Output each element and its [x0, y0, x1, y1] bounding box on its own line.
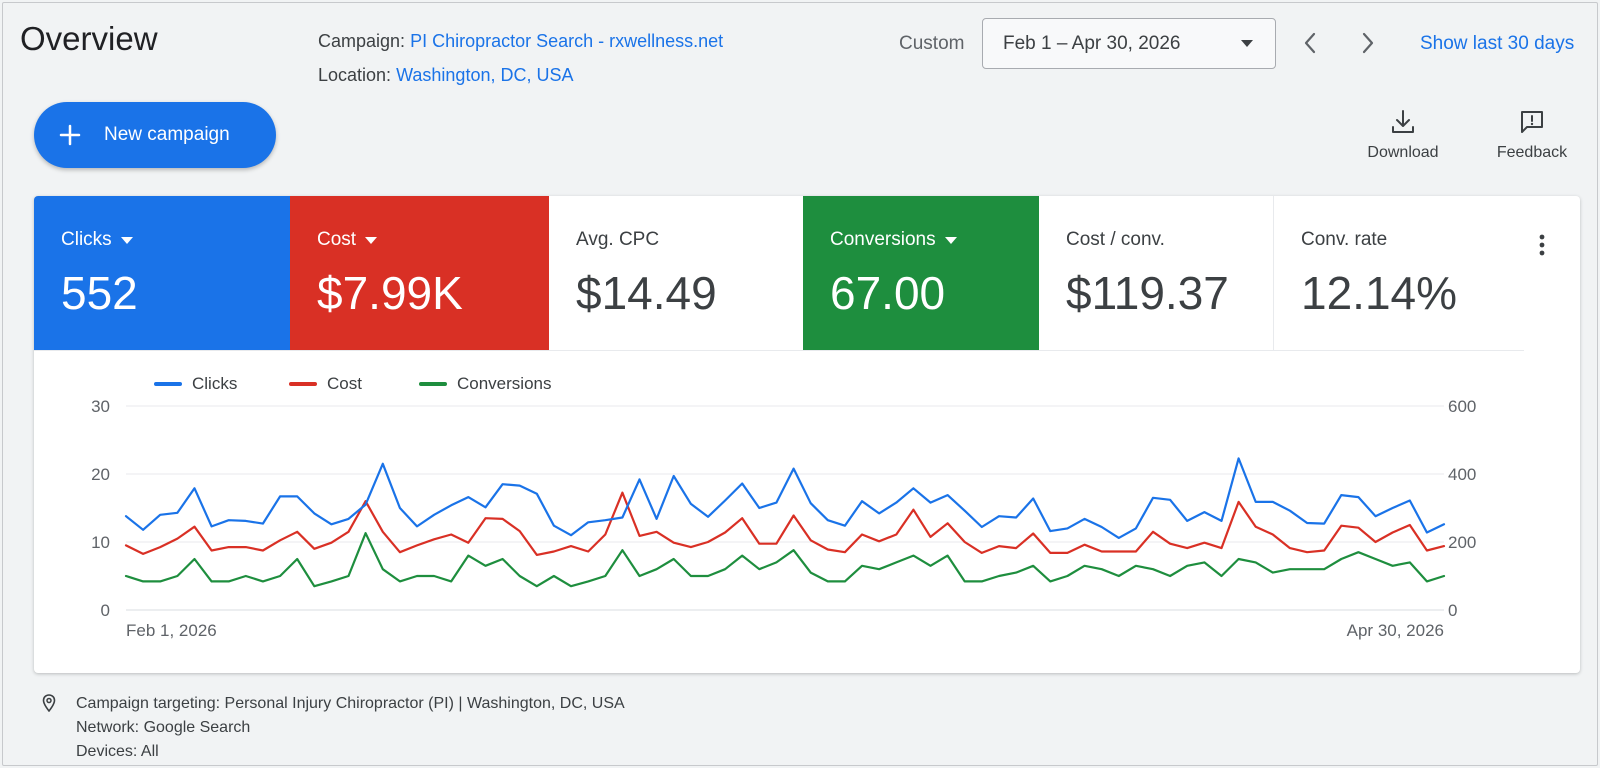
legend-clicks-label: Clicks	[192, 374, 238, 393]
legend-clicks: Clicks	[154, 374, 237, 394]
network-text: Network: Google Search	[76, 719, 251, 736]
metric-cost-per-conv[interactable]: Cost / conv. $119.37	[1039, 196, 1274, 350]
legend-conversions-swatch	[419, 382, 447, 386]
plus-icon	[59, 124, 81, 146]
metric-cost-value: $7.99K	[317, 267, 463, 319]
dropdown-arrow-icon[interactable]	[120, 236, 133, 244]
location-info: Location: Washington, DC, USA	[318, 65, 573, 86]
feedback-button[interactable]: Feedback	[1487, 108, 1577, 162]
legend-cost-swatch	[289, 382, 317, 386]
next-period-button[interactable]	[1356, 28, 1380, 58]
metric-clicks-value: 552	[61, 267, 138, 319]
campaign-label: Campaign:	[318, 31, 406, 51]
campaign-targeting-text: Campaign targeting: Personal Injury Chir…	[76, 695, 625, 712]
page-title: Overview	[20, 20, 158, 57]
y-left-tick-label: 30	[91, 397, 110, 416]
campaign-link[interactable]: PI Chiropractor Search - rxwellness.net	[410, 31, 724, 51]
dropdown-arrow-icon[interactable]	[365, 236, 378, 244]
performance-line-chart: 0 10 20 30 0 200 400 600 Feb 1, 2026 Apr 30, 2026	[91, 397, 1476, 640]
series-line-conversions	[124, 532, 1446, 588]
metrics-divider	[34, 350, 1524, 351]
date-range-value: Feb 1 – Apr 30, 2026	[1003, 32, 1181, 54]
series-line-cost	[124, 491, 1446, 556]
metric-cost[interactable]: Cost $7.99K	[290, 196, 549, 350]
new-campaign-label: New campaign	[104, 124, 230, 145]
y-left-tick-label: 10	[91, 533, 110, 552]
x-end-label: Apr 30, 2026	[1347, 621, 1444, 640]
chevron-down-icon	[1241, 40, 1253, 47]
feedback-label: Feedback	[1496, 144, 1568, 161]
more-vert-icon	[1539, 234, 1545, 256]
performance-card: Clicks 552 Cost $7.99K Avg. CPC $14.49 C…	[34, 196, 1580, 673]
legend-cost: Cost	[289, 374, 362, 394]
more-options-button[interactable]	[1530, 230, 1554, 260]
metric-avg-cpc-label: Avg. CPC	[576, 229, 660, 250]
show-last-30-days-link[interactable]: Show last 30 days	[1420, 33, 1575, 54]
location-pin-icon	[42, 694, 56, 712]
range-type-label: Custom	[899, 33, 965, 54]
feedback-icon	[1521, 111, 1543, 133]
y-right-tick-label: 400	[1448, 465, 1476, 484]
metric-avg-cpc-value: $14.49	[576, 267, 717, 319]
y-right-tick-label: 600	[1448, 397, 1476, 416]
location-label: Location:	[318, 65, 392, 85]
chevron-right-icon	[1362, 32, 1374, 54]
location-link[interactable]: Washington, DC, USA	[396, 65, 574, 85]
legend-conversions-label: Conversions	[457, 374, 552, 393]
metric-conv-rate-label: Conv. rate	[1301, 229, 1388, 250]
metric-clicks-label: Clicks	[61, 229, 112, 250]
metric-conv-rate-value: 12.14%	[1301, 267, 1458, 319]
metric-conversions-value: 67.00	[830, 267, 946, 319]
download-button[interactable]: Download	[1358, 108, 1448, 162]
metric-clicks[interactable]: Clicks 552	[34, 196, 290, 350]
y-left-tick-label: 0	[101, 601, 110, 620]
metric-conversions-label: Conversions	[830, 229, 936, 250]
y-right-tick-label: 200	[1448, 533, 1476, 552]
previous-period-button[interactable]	[1298, 28, 1322, 58]
x-start-label: Feb 1, 2026	[126, 621, 217, 640]
metric-cost-label: Cost	[317, 229, 357, 250]
series-line-clicks	[124, 457, 1446, 539]
download-icon	[1392, 110, 1414, 133]
legend-conversions: Conversions	[419, 374, 552, 394]
legend-clicks-swatch	[154, 382, 182, 386]
metric-conversions[interactable]: Conversions 67.00	[803, 196, 1039, 350]
metric-conv-rate[interactable]: Conv. rate 12.14%	[1274, 196, 1514, 350]
campaign-info: Campaign: PI Chiropractor Search - rxwel…	[318, 31, 723, 52]
metric-avg-cpc[interactable]: Avg. CPC $14.49	[549, 196, 803, 350]
metric-cost-per-conv-value: $119.37	[1066, 267, 1229, 319]
date-range-select[interactable]: Feb 1 – Apr 30, 2026	[982, 18, 1276, 69]
new-campaign-button[interactable]: New campaign	[34, 102, 276, 168]
metric-cost-per-conv-label: Cost / conv.	[1066, 229, 1165, 250]
y-right-tick-label: 0	[1448, 601, 1457, 620]
dropdown-arrow-icon[interactable]	[944, 236, 957, 244]
y-left-tick-label: 20	[91, 465, 110, 484]
legend-cost-label: Cost	[327, 374, 362, 393]
chevron-left-icon	[1304, 32, 1316, 54]
devices-text: Devices: All	[76, 743, 159, 760]
download-label: Download	[1367, 144, 1439, 161]
